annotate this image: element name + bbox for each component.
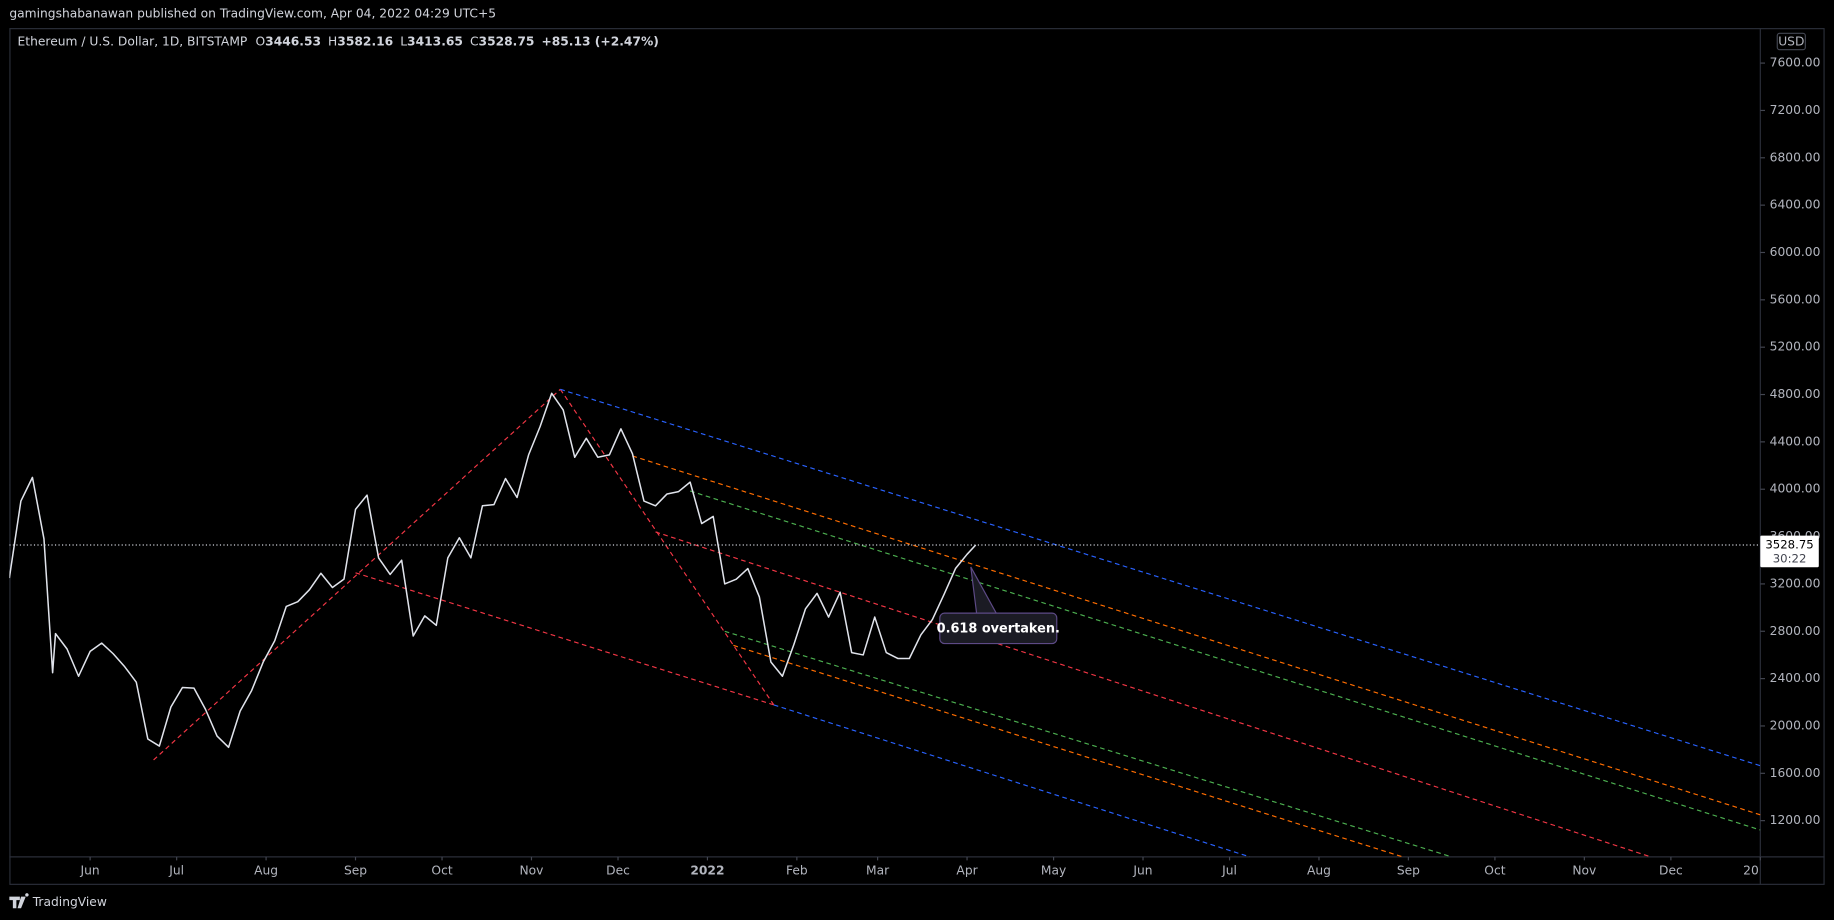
annotation: 0.618 overtaken. (937, 566, 1060, 645)
ohlc-value: 3528.75 (479, 35, 535, 49)
x-tick-label: Oct (1484, 863, 1505, 877)
y-tick-label: 2400.00 (1770, 671, 1821, 685)
axes: 1200.00 1600.00 2000.00 2400.00 2800.00 3200.… (80, 56, 1821, 878)
x-tick-label: 20 (1743, 863, 1759, 877)
currency-label[interactable]: USD (1778, 35, 1804, 49)
last-price-tag (1760, 535, 1819, 568)
ohlc-key: L (400, 35, 407, 49)
trend-line (689, 490, 1761, 831)
x-tick-label: Nov (519, 863, 543, 877)
trend-line (655, 531, 1651, 857)
ohlc-value: 3446.53 (265, 35, 321, 49)
y-tick-label: 4000.00 (1770, 482, 1821, 496)
legend: Ethereum / U.S. Dollar, 1D, BITSTAMP O 344… (18, 35, 659, 49)
y-tick-label: 5200.00 (1770, 340, 1821, 354)
trend-line (632, 455, 1761, 816)
x-tick-label: Mar (866, 863, 890, 877)
trend-line (560, 388, 1761, 767)
y-tick-label: 3200.00 (1770, 576, 1821, 590)
chart-title: Ethereum / U.S. Dollar, 1D, BITSTAMP (18, 35, 248, 49)
x-tick-label: Feb (786, 863, 808, 877)
x-tick-label: 2022 (690, 863, 724, 877)
y-tick-label: 4400.00 (1770, 434, 1821, 448)
y-tick-label: 6800.00 (1770, 150, 1821, 164)
trend-line (724, 630, 1452, 857)
y-tick-label: 7200.00 (1770, 103, 1821, 117)
annotation-text: 0.618 overtaken. (937, 621, 1060, 636)
y-tick-label: 2000.00 (1770, 718, 1821, 732)
x-tick-label: Aug (1307, 863, 1331, 877)
trend-line (733, 644, 1403, 857)
x-tick-label: Jun (1132, 863, 1152, 877)
trend-line (559, 388, 775, 706)
publisher-line: gamingshabanawan published on TradingVie… (9, 7, 496, 21)
annotation-box (939, 612, 1058, 645)
ohlc-value: 3413.65 (407, 35, 463, 49)
y-tick-label: 6400.00 (1770, 198, 1821, 212)
y-tick-label: 6000.00 (1770, 245, 1821, 259)
y-tick-label: 5600.00 (1770, 292, 1821, 306)
ohlc-key: O (255, 35, 265, 49)
currency-box[interactable] (1776, 32, 1806, 51)
x-tick-label: Dec (1659, 863, 1683, 877)
ohlc-key: H (328, 35, 337, 49)
x-tick-label: Dec (606, 863, 630, 877)
y-tick-label: 2800.00 (1770, 624, 1821, 638)
y-tick-label: 7600.00 (1770, 56, 1821, 70)
x-tick-label: Sep (1397, 863, 1420, 877)
last-price-label: 3528.75 (1765, 538, 1813, 552)
pane-border (9, 28, 1825, 885)
trend-line (773, 704, 1250, 857)
y-tick-label: 4800.00 (1770, 387, 1821, 401)
footer: TradingView (9, 893, 107, 909)
x-tick-label: Jul (168, 863, 184, 877)
ohlc-key: C (470, 35, 479, 49)
x-tick-label: Jul (1221, 863, 1237, 877)
x-tick-label: Sep (344, 863, 367, 877)
x-tick-label: May (1041, 863, 1066, 877)
x-tick-label: Apr (956, 863, 978, 877)
trend-line (153, 388, 561, 761)
x-tick-label: Aug (254, 863, 278, 877)
brand-logo (9, 893, 29, 909)
change-value: +85.13 (+2.47%) (541, 35, 658, 49)
x-tick-label: Oct (431, 863, 452, 877)
y-tick-label: 1200.00 (1770, 813, 1821, 827)
plot-area (9, 388, 1761, 857)
brand-name[interactable]: TradingView (32, 895, 107, 909)
price-line (9, 392, 977, 749)
y-tick-label: 1600.00 (1770, 766, 1821, 780)
ohlc-value: 3582.16 (337, 35, 393, 49)
x-tick-label: Jun (80, 863, 100, 877)
countdown-label: 30:22 (1773, 552, 1807, 566)
x-tick-label: Nov (1572, 863, 1596, 877)
